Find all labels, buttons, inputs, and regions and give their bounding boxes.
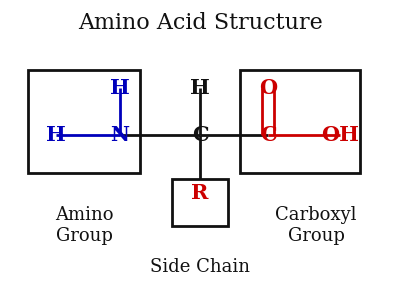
Text: H: H — [110, 78, 130, 98]
Bar — [240, 70, 360, 173]
Text: H: H — [190, 78, 210, 98]
Text: H: H — [46, 125, 66, 145]
Text: C: C — [260, 125, 276, 145]
Text: OH: OH — [321, 125, 359, 145]
Text: Side Chain: Side Chain — [150, 258, 250, 276]
Text: Amino
Group: Amino Group — [55, 206, 113, 245]
Text: R: R — [191, 183, 209, 203]
Text: Carboxyl
Group: Carboxyl Group — [275, 206, 357, 245]
Bar — [172, 179, 228, 226]
Text: C: C — [192, 125, 208, 145]
Text: N: N — [110, 125, 130, 145]
Bar — [28, 70, 140, 173]
Text: Amino Acid Structure: Amino Acid Structure — [78, 12, 322, 35]
Text: O: O — [259, 78, 277, 98]
